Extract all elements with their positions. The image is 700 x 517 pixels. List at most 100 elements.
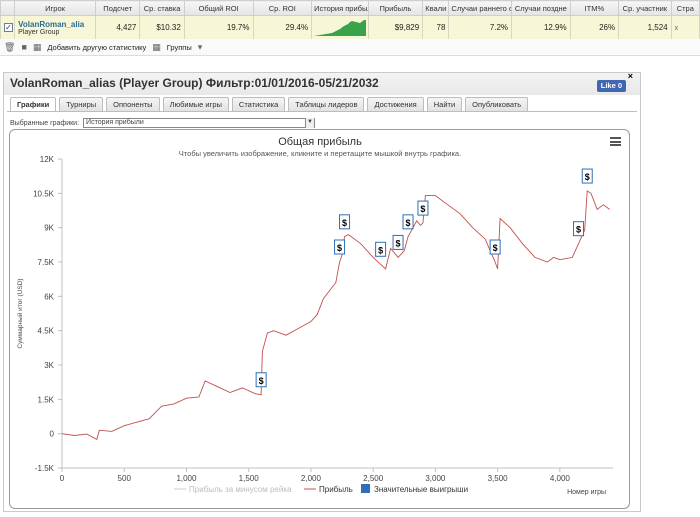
- big-win-marker-label: $: [420, 204, 425, 214]
- cell-total-roi: 19.7%: [183, 15, 254, 40]
- col-header-country[interactable]: Стра: [670, 0, 700, 16]
- player-name-link[interactable]: VolanRoman_alia: [18, 19, 85, 29]
- x-tick-label: 2,000: [301, 474, 322, 483]
- tab-opponents[interactable]: Оппоненты: [106, 97, 160, 111]
- x-tick-label: 2,500: [363, 474, 384, 483]
- y-axis-label: Суммарный итог (USD): [16, 278, 24, 348]
- cell-itm: 26%: [569, 15, 620, 40]
- y-tick-label: 10.5K: [33, 189, 55, 198]
- big-win-marker: [417, 200, 429, 216]
- big-win-marker-label: $: [337, 243, 342, 253]
- col-header-quali[interactable]: Квали: [422, 0, 450, 16]
- big-win-marker: [392, 234, 404, 250]
- row-checkbox[interactable]: ✓: [4, 23, 13, 32]
- legend-swatch-big-wins: [361, 484, 370, 493]
- trash-icon[interactable]: 🗑: [4, 41, 16, 52]
- profit-sparkline[interactable]: [314, 17, 367, 36]
- col-header-profit-history[interactable]: История прибыли: [311, 0, 369, 16]
- col-header-total-roi[interactable]: Общий ROI: [183, 0, 254, 16]
- col-header-avg-stake[interactable]: Ср. ставка: [139, 0, 185, 16]
- panel-header: VolanRoman_alias (Player Group) Фильтр:0…: [4, 71, 640, 95]
- columns-icon[interactable]: ▦: [32, 41, 42, 52]
- cell-late: 12.9%: [511, 15, 571, 40]
- legend-item-net-profit: Прибыль за минусом рейка: [189, 485, 292, 494]
- big-win-marker: [339, 214, 351, 230]
- panel-tabs: Графики Турниры Оппоненты Любимые игры С…: [10, 97, 529, 112]
- tab-favorite-games[interactable]: Любимые игры: [162, 97, 229, 111]
- chart-select-value: История прибыли: [86, 119, 144, 126]
- tab-publish[interactable]: Опубликовать: [465, 97, 529, 111]
- big-win-marker-label: $: [378, 245, 383, 255]
- y-tick-label: 0: [50, 430, 55, 439]
- tab-statistics[interactable]: Статистика: [231, 97, 286, 111]
- big-win-marker: [334, 239, 346, 255]
- table-toolbar: 🗑 ■ ▦ Добавить другую статистику ▦ Групп…: [0, 39, 700, 56]
- col-header-avg-entrants[interactable]: Ср. участник: [618, 0, 672, 16]
- tab-achievements[interactable]: Достижения: [367, 97, 424, 111]
- chevron-down-icon[interactable]: ▾: [197, 41, 203, 52]
- selected-charts-label: Выбранные графики:: [10, 119, 80, 127]
- col-header-early[interactable]: Случаи раннего о: [448, 0, 513, 16]
- col-header-player[interactable]: Игрок: [14, 0, 96, 16]
- big-win-marker-label: $: [406, 218, 411, 228]
- tab-charts[interactable]: Графики: [10, 97, 57, 111]
- big-win-marker: [255, 372, 267, 388]
- legend-item-profit: Прибыль: [319, 485, 353, 494]
- big-win-marker: [402, 214, 414, 230]
- add-stat-button[interactable]: Добавить другую статистику: [47, 42, 147, 52]
- chevron-down-icon[interactable]: ▼: [305, 118, 315, 128]
- x-axis-label: Номер игры: [567, 489, 606, 496]
- big-win-marker-label: $: [493, 243, 498, 253]
- tab-tournaments[interactable]: Турниры: [59, 97, 104, 111]
- cell-early: 7.2%: [448, 15, 513, 40]
- groups-dropdown[interactable]: Группы: [166, 42, 192, 52]
- save-icon[interactable]: ■: [21, 42, 27, 52]
- menu-icon[interactable]: [610, 137, 621, 146]
- cell-profit: $9,829: [367, 15, 424, 40]
- cell-quali: 78: [422, 15, 450, 40]
- big-win-marker-label: $: [342, 218, 347, 228]
- y-tick-label: 3K: [44, 361, 54, 370]
- table-header-row: Игрок Подсчет Ср. ставка Общий ROI Ср. R…: [0, 0, 700, 16]
- cell-profit-history[interactable]: [311, 15, 369, 40]
- big-win-marker-label: $: [576, 225, 581, 235]
- x-tick-label: 1,500: [239, 474, 260, 483]
- y-tick-label: 4.5K: [38, 327, 55, 336]
- y-tick-label: 6K: [44, 292, 54, 301]
- y-tick-label: 7.5K: [38, 258, 55, 267]
- chart-title: Общая прибыль: [278, 136, 362, 148]
- chart-select[interactable]: История прибыли ▼: [83, 118, 316, 128]
- col-header-avg-roi[interactable]: Ср. ROI: [252, 0, 313, 16]
- chart-subtitle: Чтобы увеличить изображение, кликните и …: [179, 149, 461, 158]
- y-tick-label: -1.5K: [35, 464, 55, 473]
- player-group-label: Player Group: [18, 28, 60, 36]
- cell-avg-entrants: 1,524: [618, 15, 672, 40]
- chart-container[interactable]: Общая прибыль Чтобы увеличить изображение…: [9, 129, 630, 509]
- x-tick-label: 1,000: [176, 474, 197, 483]
- remove-row-icon[interactable]: x: [674, 25, 679, 32]
- close-icon[interactable]: ×: [627, 71, 633, 81]
- big-win-marker-label: $: [585, 172, 590, 182]
- col-header-select[interactable]: [0, 0, 16, 16]
- big-win-marker-label: $: [396, 238, 401, 248]
- tab-leaderboards[interactable]: Таблицы лидеров: [288, 97, 365, 111]
- x-tick-label: 3,500: [488, 474, 509, 483]
- col-header-profit[interactable]: Прибыль: [367, 0, 424, 16]
- cell-avg-stake: $10.32: [139, 15, 185, 40]
- col-header-late[interactable]: Случаи поздне: [511, 0, 571, 16]
- cell-avg-roi: 29.4%: [252, 15, 313, 40]
- big-win-marker-label: $: [259, 376, 264, 386]
- table-row[interactable]: ✓ VolanRoman_alia Player Group 4,427 $10…: [0, 15, 700, 40]
- y-tick-label: 1.5K: [38, 395, 55, 404]
- tab-find[interactable]: Найти: [426, 97, 463, 111]
- x-tick-label: 4,000: [550, 474, 571, 483]
- big-win-marker: [581, 168, 593, 184]
- col-header-count[interactable]: Подсчет: [94, 0, 141, 16]
- col-header-itm[interactable]: ITM%: [569, 0, 620, 16]
- x-tick-label: 3,000: [425, 474, 446, 483]
- facebook-like-button[interactable]: Like 0: [596, 80, 626, 92]
- legend-item-big-wins: Значительные выигрыши: [374, 485, 468, 494]
- groups-icon: ▦: [152, 41, 161, 52]
- stats-table: Игрок Подсчет Ср. ставка Общий ROI Ср. R…: [0, 0, 700, 40]
